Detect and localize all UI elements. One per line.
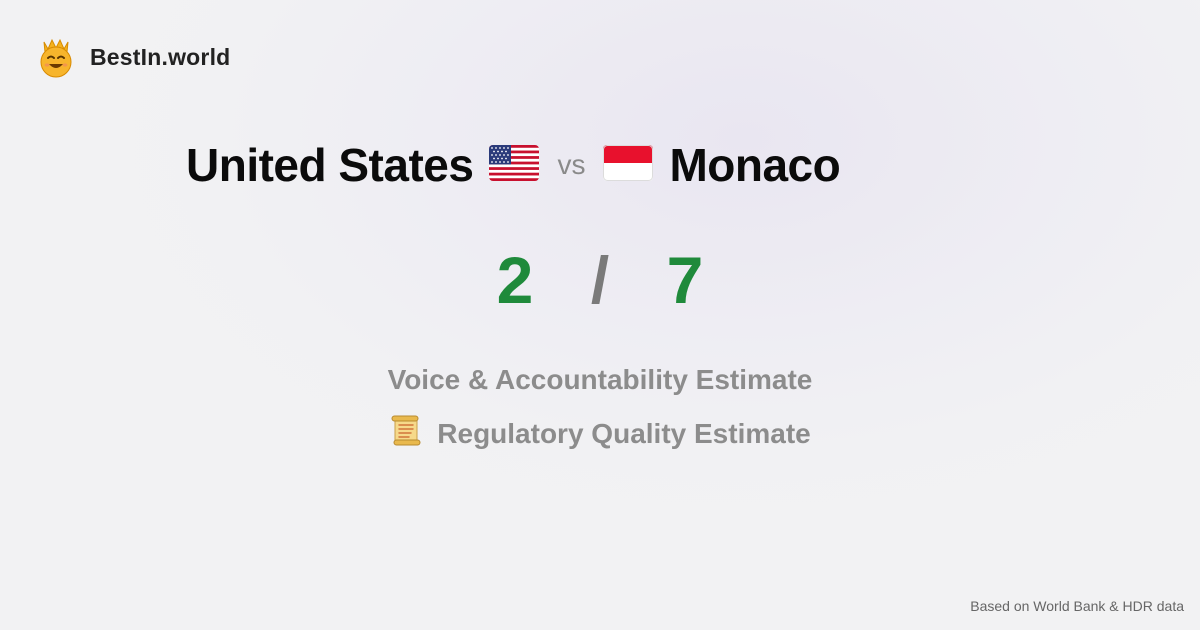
brand[interactable]: BestIn.world [38, 36, 230, 78]
data-source-note: Based on World Bank & HDR data [970, 598, 1184, 614]
left-country: United States [186, 139, 474, 191]
brand-name: BestIn.world [90, 43, 231, 70]
vs-label: vs [557, 149, 586, 180]
metric-regulatory-quality: Regulatory Quality Estimate [0, 413, 1200, 454]
right-score: 7 [666, 243, 704, 317]
crown-smiley-icon [38, 36, 74, 78]
us-flag-icon [489, 144, 540, 186]
right-country: Monaco [669, 139, 841, 191]
metric-voice-accountability: Voice & Accountability Estimate [387, 364, 813, 395]
comparison-title: United States [186, 136, 841, 194]
score-separator: / [590, 243, 610, 317]
scroll-icon [389, 413, 423, 454]
score: 2 / 7 [0, 242, 1200, 318]
left-score: 2 [496, 243, 534, 317]
metric-regulatory-label: Regulatory Quality Estimate [437, 417, 811, 449]
monaco-flag-icon [603, 144, 654, 186]
